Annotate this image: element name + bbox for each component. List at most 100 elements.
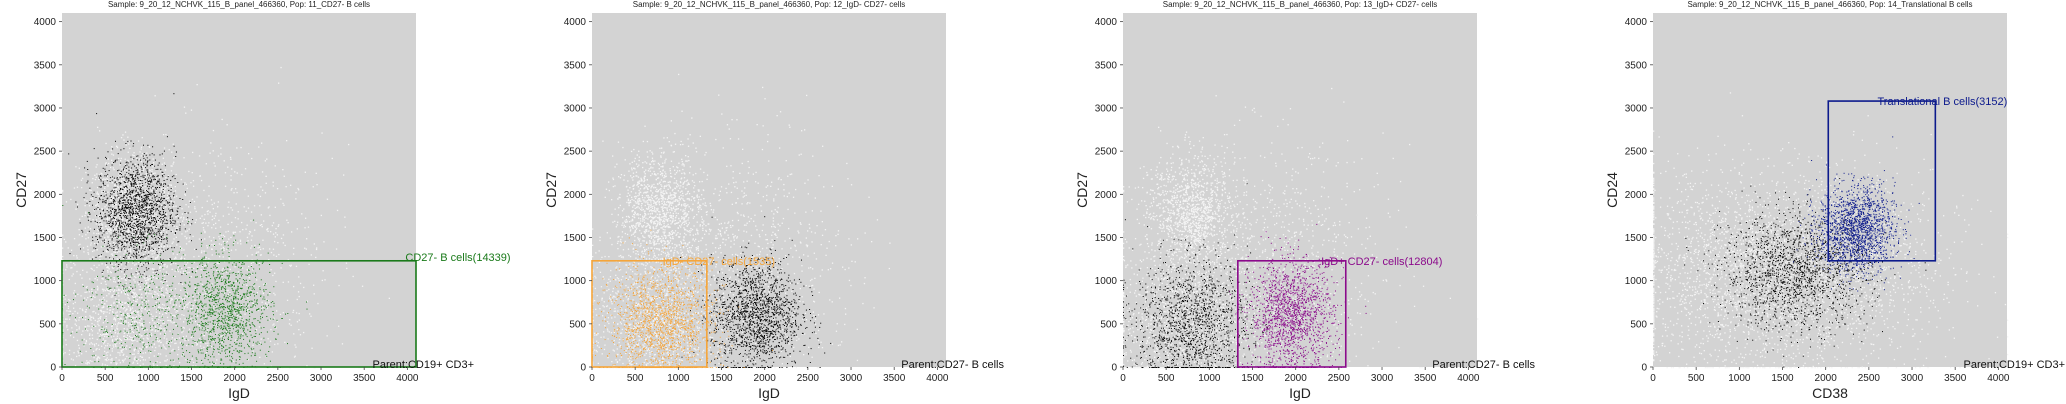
x-tick-label: 500 <box>97 373 114 384</box>
x-axis-label: IgD <box>228 385 250 401</box>
y-tick-label: 4000 <box>34 17 57 28</box>
x-axis-label: IgD <box>758 385 780 401</box>
x-tick-label: 3000 <box>1371 373 1394 384</box>
y-tick-label: 4000 <box>1095 17 1118 28</box>
x-tick-label: 4000 <box>396 373 419 384</box>
y-tick-label: 1500 <box>1625 233 1648 244</box>
x-tick-label: 500 <box>1158 373 1175 384</box>
y-axis-label: CD27 <box>543 172 559 208</box>
y-tick-label: 1500 <box>34 233 57 244</box>
y-tick-label: 2500 <box>564 147 587 158</box>
x-tick-label: 0 <box>1120 373 1126 384</box>
scatter-points <box>62 66 390 369</box>
x-tick-label: 1000 <box>1728 373 1751 384</box>
y-tick-label: 3000 <box>34 103 57 114</box>
panel-2: IgD- CD27- cells(1535) Sample: 9_20_12_NC… <box>543 0 1004 401</box>
y-tick-label: 0 <box>1111 363 1117 374</box>
gate-label: IgD- CD27- cells(1535) <box>663 256 775 268</box>
y-tick-label: 1000 <box>564 276 587 287</box>
x-tick-label: 2500 <box>267 373 290 384</box>
x-axis-label: CD38 <box>1812 385 1848 401</box>
y-tick-label: 500 <box>1630 319 1647 330</box>
y-tick-label: 3500 <box>1095 60 1118 71</box>
x-tick-label: 4000 <box>926 373 949 384</box>
x-tick-label: 2000 <box>224 373 247 384</box>
y-tick-label: 4000 <box>564 17 587 28</box>
x-tick-label: 500 <box>1688 373 1705 384</box>
y-tick-label: 1000 <box>1625 276 1648 287</box>
chart-title: Sample: 9_20_12_NCHVK_115_B_panel_466360… <box>108 0 370 9</box>
panel-3: IgD+ CD27- cells(12804) Sample: 9_20_12_N… <box>1074 0 1535 401</box>
x-tick-label: 3500 <box>1414 373 1437 384</box>
x-tick-label: 1500 <box>1771 373 1794 384</box>
x-tick-label: 3500 <box>353 373 376 384</box>
y-tick-label: 2500 <box>1095 147 1118 158</box>
gate-rectangle <box>1827 100 1937 262</box>
y-tick-label: 3000 <box>564 103 587 114</box>
gate-label: Translational B cells(3152) <box>1878 96 2008 108</box>
parent-label: Parent:CD19+ CD3+ <box>373 359 475 371</box>
y-tick-label: 3000 <box>1625 103 1648 114</box>
y-tick-label: 1500 <box>564 233 587 244</box>
parent-label: Parent:CD19+ CD3+ <box>1964 359 2066 371</box>
gate-label: CD27- B cells(14339) <box>405 252 510 264</box>
gate-label: IgD+ CD27- cells(12804) <box>1321 256 1442 268</box>
x-tick-label: 1000 <box>1198 373 1221 384</box>
gate-rectangle <box>61 259 417 368</box>
plot-area <box>1653 13 2007 367</box>
y-tick-label: 2000 <box>1095 190 1118 201</box>
y-tick-label: 3000 <box>1095 103 1118 114</box>
x-tick-label: 500 <box>627 373 644 384</box>
y-tick-label: 2500 <box>1625 147 1648 158</box>
y-tick-label: 500 <box>1100 319 1117 330</box>
y-tick-label: 2000 <box>564 190 587 201</box>
x-tick-label: 3000 <box>840 373 863 384</box>
y-tick-label: 0 <box>580 363 586 374</box>
y-tick-label: 2000 <box>34 190 57 201</box>
y-tick-label: 500 <box>569 319 586 330</box>
x-tick-label: 0 <box>589 373 595 384</box>
scatter-points <box>592 73 891 369</box>
y-tick-label: 1000 <box>1095 276 1118 287</box>
x-axis-label: IgD <box>1289 385 1311 401</box>
x-tick-label: 1500 <box>180 373 203 384</box>
x-tick-label: 3500 <box>1944 373 1967 384</box>
x-tick-label: 2500 <box>1858 373 1881 384</box>
y-tick-label: 3500 <box>564 60 587 71</box>
gate-rectangle <box>1237 259 1347 368</box>
x-tick-label: 2500 <box>797 373 820 384</box>
parent-label: Parent:CD27- B cells <box>901 359 1004 371</box>
x-tick-label: 3000 <box>1901 373 1924 384</box>
y-tick-label: 2000 <box>1625 190 1648 201</box>
y-axis-label: CD24 <box>1604 172 1620 208</box>
x-tick-label: 3500 <box>883 373 906 384</box>
y-tick-label: 3500 <box>1625 60 1648 71</box>
x-tick-label: 2000 <box>1815 373 1838 384</box>
gate-rectangle <box>591 259 708 368</box>
x-tick-label: 0 <box>59 373 65 384</box>
y-tick-label: 1000 <box>34 276 57 287</box>
y-axis-label: CD27 <box>13 172 29 208</box>
parent-label: Parent:CD27- B cells <box>1432 359 1535 371</box>
y-tick-label: 500 <box>39 319 56 330</box>
chart-title: Sample: 9_20_12_NCHVK_115_B_panel_466360… <box>633 0 905 9</box>
x-tick-label: 1500 <box>1241 373 1264 384</box>
x-tick-label: 1500 <box>710 373 733 384</box>
x-tick-label: 4000 <box>1987 373 2010 384</box>
chart-title: Sample: 9_20_12_NCHVK_115_B_panel_466360… <box>1687 0 1972 9</box>
x-tick-label: 0 <box>1650 373 1656 384</box>
y-tick-label: 0 <box>1641 363 1647 374</box>
x-tick-label: 2500 <box>1328 373 1351 384</box>
panel-1: CD27- B cells(14339) Sample: 9_20_12_NCHV… <box>13 0 511 401</box>
x-tick-label: 1000 <box>137 373 160 384</box>
x-tick-label: 4000 <box>1457 373 1480 384</box>
y-tick-label: 2500 <box>34 147 57 158</box>
chart-title: Sample: 9_20_12_NCHVK_115_B_panel_466360… <box>1163 0 1437 9</box>
y-tick-label: 3500 <box>34 60 57 71</box>
y-tick-label: 0 <box>50 363 56 374</box>
y-axis-label: CD27 <box>1074 172 1090 208</box>
x-tick-label: 2000 <box>1285 373 1308 384</box>
x-tick-label: 1000 <box>667 373 690 384</box>
y-tick-label: 4000 <box>1625 17 1648 28</box>
